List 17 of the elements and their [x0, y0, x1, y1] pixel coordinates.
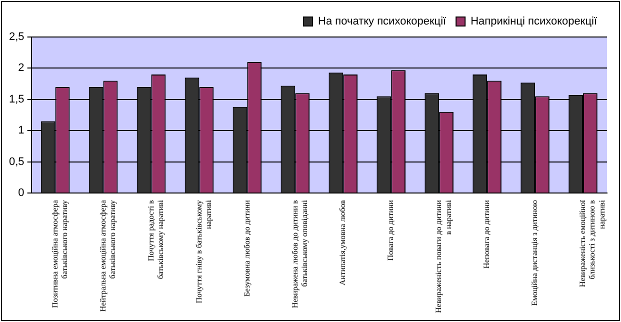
y-tick-label: 2	[18, 62, 24, 74]
y-tick-label: 0	[18, 187, 24, 200]
x-tick-label: Антипатія,умовна любов	[338, 200, 348, 286]
x-tick-label: Безумовна любов до дитини	[242, 199, 252, 296]
x-tick-label: Повага до дитини	[386, 199, 396, 261]
legend-label: На початку психокорекції	[318, 16, 446, 28]
x-tick-label: Невираженість поваги до дитини в наративі	[434, 199, 453, 313]
legend-label: Наприкінці психокорекції	[470, 16, 598, 28]
x-tick-label: Неповага до дитини	[482, 199, 492, 268]
y-tick-label: 1	[18, 124, 24, 137]
y-tick-label: 2,5	[8, 31, 24, 44]
y-tick-label: 0,5	[8, 156, 24, 168]
x-tick-label: Почуття гніву в батьківському наративі	[194, 199, 213, 304]
x-tick-label: Невираженість емоційної близькості з дитиною в наративі	[578, 199, 606, 288]
x-tick-label: Емоційна дистанція з дитиною	[530, 200, 540, 306]
x-tick-label: Позитивна емоційна атмосфера батьківського наративу	[50, 200, 69, 308]
y-tick-label: 1,5	[8, 93, 24, 106]
